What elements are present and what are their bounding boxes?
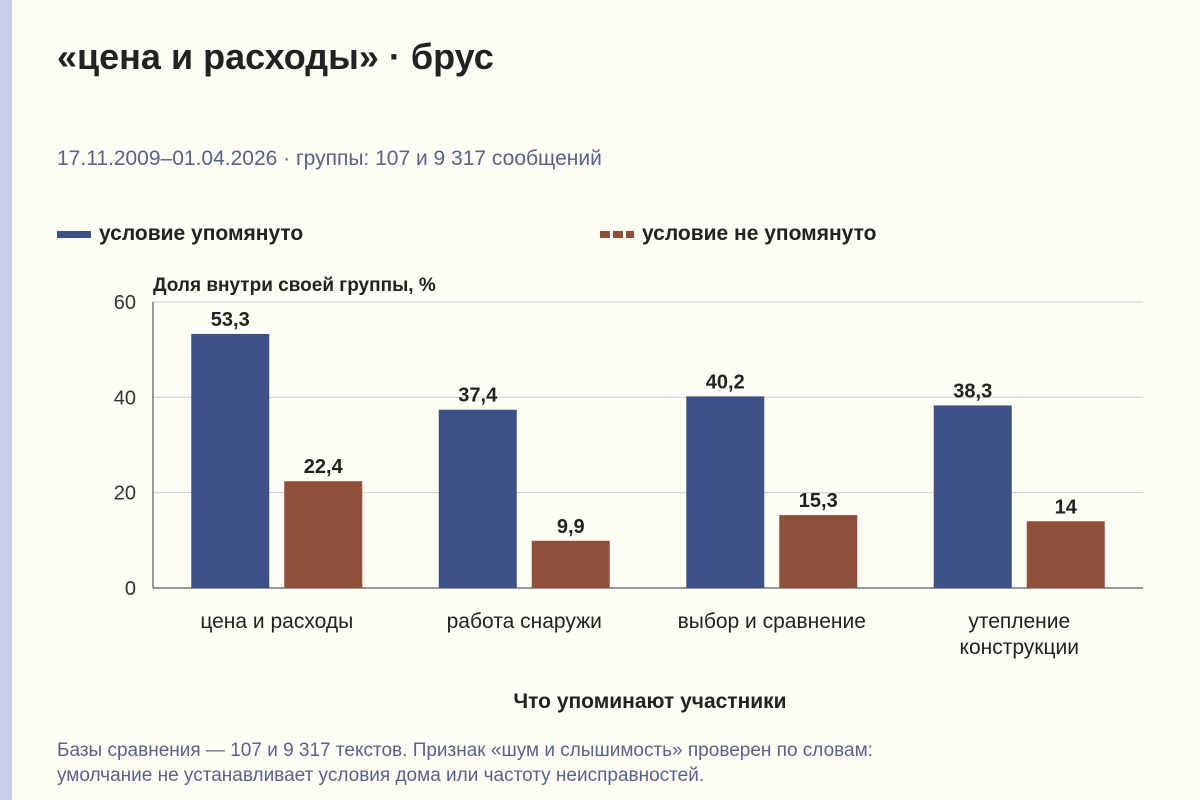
data-label: 14 [1055, 496, 1078, 518]
bar [438, 409, 517, 588]
chart-title: «цена и расходы» · брус [57, 36, 494, 77]
legend-label-not-mentioned: условие не упомянуто [642, 222, 877, 245]
left-accent-strip [0, 0, 12, 800]
legend-item-mentioned: условие упомянуто [57, 219, 303, 249]
legend-item-not-mentioned: условие не упомянуто [600, 219, 876, 249]
x-tick-label: цена и расходы [200, 610, 353, 633]
legend-swatch-not-mentioned [600, 230, 634, 238]
x-tick-label: работа снаружи [447, 610, 602, 633]
data-label: 40,2 [706, 371, 745, 393]
data-label: 9,9 [557, 516, 585, 538]
footnote-line-2: умолчание не устанавливает условия дома … [57, 765, 705, 786]
x-tick-label: выбор и сравнение [678, 610, 866, 633]
bar [779, 515, 858, 588]
bar [686, 396, 765, 588]
data-label: 15,3 [799, 490, 838, 512]
chart-subtitle: 17.11.2009–01.04.2026 · группы: 107 и 9 … [57, 147, 602, 170]
data-label: 53,3 [211, 309, 250, 331]
x-tick-label: конструкции [960, 636, 1079, 659]
y-tick-label: 0 [125, 578, 136, 600]
bar [191, 333, 270, 588]
y-axis-label: Доля внутри своей группы, % [153, 275, 436, 296]
bar [1026, 521, 1105, 588]
footnote-line-1: Базы сравнения — 107 и 9 317 текстов. Пр… [57, 740, 873, 761]
y-tick-label: 20 [114, 483, 136, 505]
y-tick-label: 40 [114, 387, 136, 409]
data-label: 37,4 [458, 385, 498, 407]
y-tick-label: 60 [114, 292, 136, 314]
legend-swatch-mentioned [57, 230, 91, 238]
data-label: 22,4 [304, 456, 344, 478]
x-tick-label: утепление [968, 610, 1070, 633]
bar [933, 405, 1012, 588]
data-label: 38,3 [953, 380, 992, 402]
legend-label-mentioned: условие упомянуто [99, 222, 304, 245]
x-axis-label: Что упоминают участники [513, 690, 786, 713]
bar [284, 481, 363, 588]
footnote: Базы сравнения — 107 и 9 317 текстов. Пр… [57, 738, 1157, 788]
bar [531, 540, 610, 588]
